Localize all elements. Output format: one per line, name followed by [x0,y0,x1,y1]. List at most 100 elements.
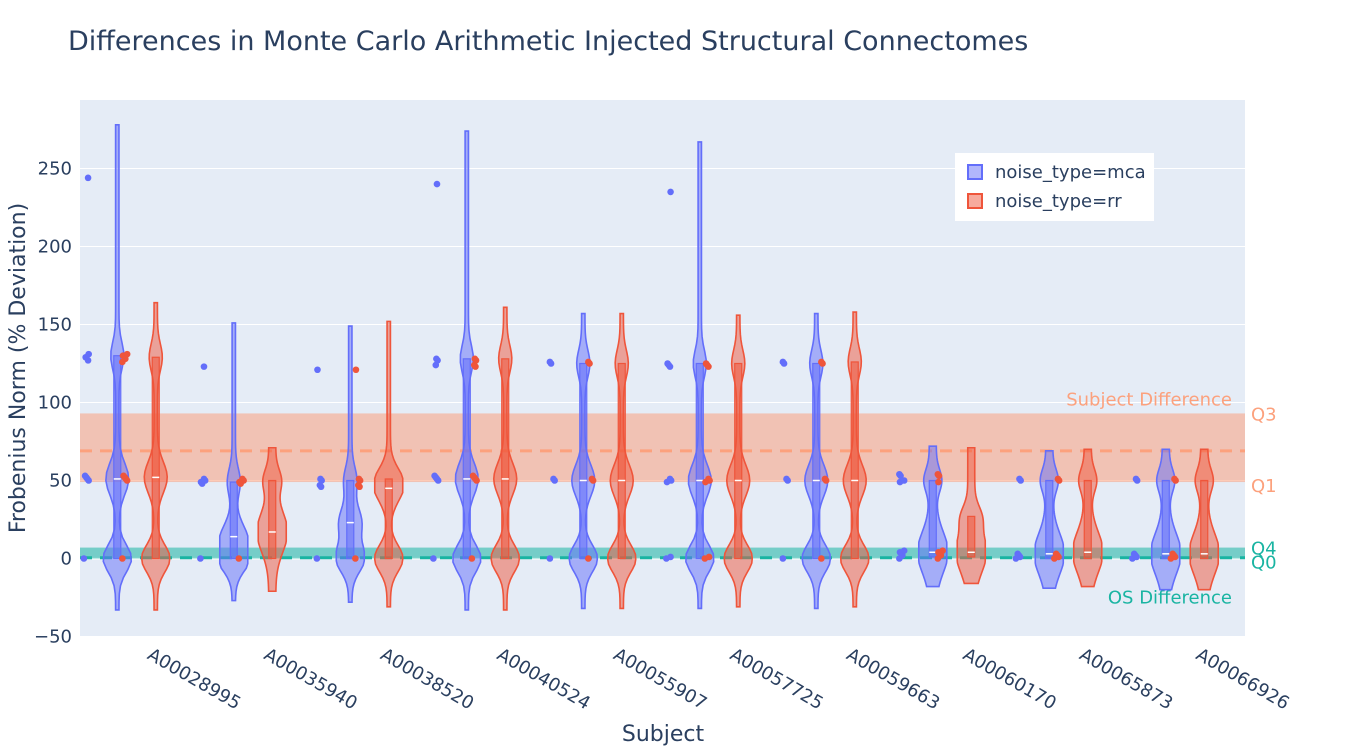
x-tick-label: A00057725 [726,644,827,714]
data-point [546,555,554,562]
legend-swatch [967,164,983,180]
violin-rr [468,306,521,611]
data-point [818,555,825,562]
y-tick-label: 50 [49,471,72,492]
violin-rr [818,311,870,608]
violin-rr [119,301,171,611]
data-point [546,358,554,366]
data-point [1054,475,1062,483]
data-point [705,553,713,561]
data-point [900,547,908,554]
data-point [666,475,674,483]
violin-rr [585,312,637,610]
y-tick-label: 100 [38,393,72,414]
data-point [468,555,476,562]
violin-box [1200,479,1209,560]
data-point [1014,550,1021,558]
legend[interactable]: noise_type=mca noise_type=rr [955,153,1154,221]
data-point [550,475,557,483]
data-point [1132,475,1140,483]
x-tick-label: A00038520 [377,644,478,714]
band-high-label: Q3 [1251,404,1277,425]
data-point [821,475,829,483]
data-point [667,188,674,196]
y-tick-label: 200 [38,237,72,258]
data-point [900,477,908,484]
violin-rr [934,446,987,585]
legend-label: noise_type=mca [995,162,1146,183]
data-point [200,363,208,370]
data-point [935,478,942,486]
violin-mca [663,141,715,610]
band-name-label: OS Difference [1108,588,1232,609]
data-point [779,555,787,562]
legend-label: noise_type=rr [995,191,1122,212]
violin-box [579,362,588,560]
y-tick-label: −50 [34,627,72,648]
violin-body [335,325,366,603]
band-low-label: Q0 [1251,553,1277,574]
data-point [469,472,477,480]
data-point [84,174,92,182]
violin-box [734,362,743,560]
data-point [197,555,204,562]
violin-mca [80,124,133,611]
violin-box [501,358,510,560]
violin-rr [1051,448,1103,588]
data-point [1171,475,1178,483]
violin-body [956,446,987,585]
y-axis-title: Frobenius Norm (% Deviation) [6,203,31,533]
violin-box [229,481,238,560]
violin-body [373,320,404,608]
violin-rr [701,314,754,608]
data-point [1169,550,1176,558]
violin-box [113,355,122,560]
violin-box [812,362,821,560]
chart-title: Differences in Monte Carlo Arithmetic In… [68,26,1028,57]
violin-box [346,479,355,560]
violin-mca [779,312,832,610]
data-point [664,360,671,367]
data-point [939,547,946,554]
data-point [588,475,596,483]
violin-rr [235,446,288,593]
violin-box [617,362,626,560]
data-point [896,470,903,478]
data-point [702,360,710,367]
violin-box [151,356,160,560]
violin-box [1161,479,1170,560]
data-point [1130,550,1138,558]
data-point [705,475,712,483]
violin-box [384,478,393,560]
violin-box [928,479,937,558]
data-point [314,366,321,374]
data-point [585,358,592,366]
violin-mca [313,325,366,603]
violins [80,124,1220,611]
x-axis-title: Subject [622,722,705,747]
y-axis-ticks: −50 0 50 100 150 200 250 [34,159,72,648]
data-point [934,470,942,478]
data-point [783,475,790,483]
y-tick-label: 150 [38,315,72,336]
band-name-label: Subject Difference [1066,389,1232,410]
data-point [123,350,131,358]
x-tick-label: A00060170 [959,644,1060,714]
legend-swatch [967,193,983,209]
violin-rr [1167,448,1220,591]
data-point [120,472,127,480]
data-point [431,472,438,480]
data-point [352,366,360,374]
data-point [317,475,324,483]
violin-box [695,362,704,560]
data-point [85,350,92,358]
x-tick-label: A00028995 [144,644,245,714]
band-subject [80,413,1245,483]
violin-box [1083,479,1092,560]
data-point [80,555,88,562]
data-point [471,355,479,363]
band-low-label: Q1 [1251,476,1277,497]
data-point [1052,550,1060,558]
violin-box [268,479,277,560]
data-point [818,358,825,366]
